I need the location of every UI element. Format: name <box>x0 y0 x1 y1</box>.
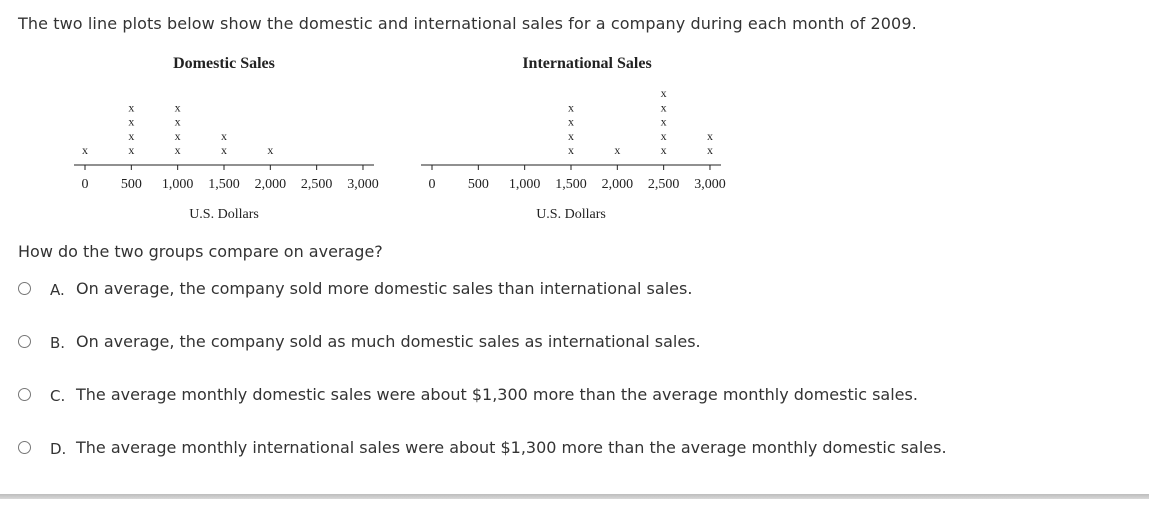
international-data-mark: x <box>568 143 574 157</box>
international-data-mark: x <box>568 115 574 129</box>
domestic-tick-label: 500 <box>121 177 142 192</box>
choice-d-text: The average monthly international sales … <box>76 437 947 457</box>
international-data-mark: x <box>707 143 713 157</box>
question-text: How do the two groups compare on average… <box>18 242 383 261</box>
domestic-plot-title: Domestic Sales <box>173 55 275 72</box>
international-tick-label: 1,500 <box>555 177 587 192</box>
international-data-mark: x <box>614 143 620 157</box>
choice-c-text: The average monthly domestic sales were … <box>76 384 918 404</box>
international-tick-label: 1,000 <box>509 177 541 192</box>
domestic-data-mark: x <box>175 129 181 143</box>
domestic-tick-label: 2,000 <box>255 177 287 192</box>
international-data-mark: x <box>707 129 713 143</box>
international-tick-label: 3,000 <box>694 177 726 192</box>
international-tick-label: 0 <box>429 177 436 192</box>
domestic-data-mark: x <box>221 129 227 143</box>
choice-b-text: On average, the company sold as much dom… <box>76 331 701 351</box>
domestic-data-mark: x <box>128 129 134 143</box>
domestic-data-mark: x <box>221 143 227 157</box>
international-tick-label: 2,000 <box>602 177 634 192</box>
problem-prompt: The two line plots below show the domest… <box>18 14 917 33</box>
international-data-mark: x <box>661 143 667 157</box>
domestic-data-mark: x <box>128 115 134 129</box>
domestic-tick-label: 1,000 <box>162 177 194 192</box>
international-tick-label: 500 <box>468 177 489 192</box>
international-data-mark: x <box>661 86 667 100</box>
domestic-data-mark: x <box>82 143 88 157</box>
international-data-mark: x <box>661 115 667 129</box>
international-data-mark: x <box>661 129 667 143</box>
domestic-tick-label: 3,000 <box>347 177 379 192</box>
choice-d[interactable]: D. The average monthly international sal… <box>18 435 947 459</box>
international-x-axis-label: U.S. Dollars <box>536 207 606 222</box>
choice-d-letter: D. <box>50 440 67 458</box>
domestic-data-mark: x <box>267 143 273 157</box>
international-sales-plot: International Sales 0 500 1,000 1,500 2,000 2,… <box>421 55 726 222</box>
domestic-data-mark: x <box>175 115 181 129</box>
radio-a[interactable] <box>18 281 31 295</box>
international-plot-title: International Sales <box>522 55 651 72</box>
domestic-sales-plot: Domestic Sales 0 500 1,000 1,500 2,000 2,500 3,… <box>74 55 379 222</box>
domestic-tick-label: 1,500 <box>208 177 240 192</box>
international-data-mark: x <box>568 100 574 114</box>
choice-c[interactable]: C. The average monthly domestic sales we… <box>18 382 918 406</box>
choice-b[interactable]: B. On average, the company sold as much … <box>18 329 701 353</box>
radio-c[interactable] <box>18 387 31 401</box>
international-data-mark: x <box>661 100 667 114</box>
radio-d[interactable] <box>18 440 31 454</box>
domestic-data-mark: x <box>128 143 134 157</box>
choice-c-letter: C. <box>50 387 66 405</box>
choice-a-text: On average, the company sold more domest… <box>76 278 693 298</box>
domestic-data-mark: x <box>175 143 181 157</box>
choice-b-letter: B. <box>50 334 66 352</box>
radio-b[interactable] <box>18 334 31 348</box>
domestic-x-axis-label: U.S. Dollars <box>189 207 259 222</box>
choice-a[interactable]: A. On average, the company sold more dom… <box>18 276 692 300</box>
line-plots: Domestic Sales 0 500 1,000 1,500 2,000 2,500 3,… <box>74 55 726 222</box>
domestic-tick-label: 2,500 <box>301 177 333 192</box>
international-tick-label: 2,500 <box>648 177 680 192</box>
choice-a-letter: A. <box>50 281 65 299</box>
international-data-mark: x <box>568 129 574 143</box>
domestic-data-mark: x <box>128 100 134 114</box>
domestic-data-mark: x <box>175 100 181 114</box>
domestic-tick-label: 0 <box>82 177 89 192</box>
bottom-divider <box>0 494 1149 499</box>
